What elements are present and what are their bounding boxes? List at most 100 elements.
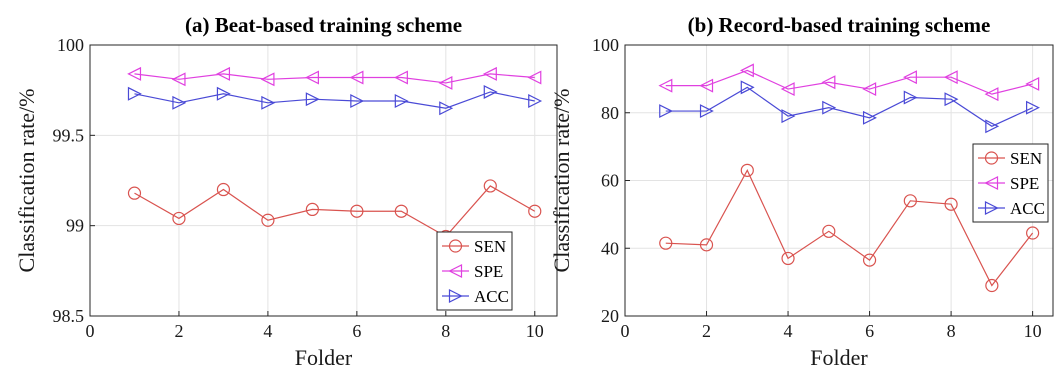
series-spe xyxy=(127,66,542,90)
data-point-sen xyxy=(1026,226,1040,240)
chart-title: (a) Beat-based training scheme xyxy=(185,13,462,37)
x-tick-label: 10 xyxy=(1024,321,1042,341)
legend-marker xyxy=(448,239,463,253)
data-point-spe xyxy=(527,70,542,85)
data-point-spe xyxy=(699,78,714,93)
data-point-sen xyxy=(172,211,186,226)
data-point-acc xyxy=(172,95,187,110)
x-axis-label: Folder xyxy=(810,345,868,370)
data-point-spe xyxy=(482,66,497,81)
data-point-spe xyxy=(393,70,408,85)
data-point-sen xyxy=(740,163,754,177)
data-point-spe xyxy=(1025,76,1040,91)
x-tick-label: 0 xyxy=(621,321,630,341)
data-point-acc xyxy=(439,101,454,116)
data-point-acc xyxy=(127,86,142,101)
chart-title: (b) Record-based training scheme xyxy=(688,13,991,37)
legend-marker xyxy=(984,201,999,215)
legend-label-acc: ACC xyxy=(474,287,509,306)
plot-area-frame xyxy=(89,44,558,317)
data-point-spe xyxy=(305,70,319,85)
data-point-spe xyxy=(171,72,186,87)
data-point-sen xyxy=(781,251,795,266)
x-tick-label: 0 xyxy=(86,321,95,341)
data-point-sen xyxy=(350,204,364,218)
y-tick-label: 80 xyxy=(601,103,619,123)
data-point-acc xyxy=(659,104,674,119)
chart-0: 0 2 4 6 8 10 98.5 99 99.5 100 (a) Beat-based train… xyxy=(14,13,558,370)
y-axis-label: Classification rate/% xyxy=(14,89,39,273)
data-point-sen xyxy=(699,238,714,252)
y-tick-label: 100 xyxy=(592,35,619,55)
y-axis-label: Classification rate/% xyxy=(549,89,574,273)
series-line-sen xyxy=(665,169,1034,287)
chart-1: 0 2 4 6 8 10 20 40 60 80 100 (b) Record-based train… xyxy=(549,13,1054,370)
data-point-sen xyxy=(261,213,275,227)
y-tick-label: 60 xyxy=(601,171,619,191)
x-tick-label: 6 xyxy=(352,321,361,341)
x-tick-label: 4 xyxy=(784,321,793,341)
x-tick-label: 2 xyxy=(174,321,183,341)
data-point-acc xyxy=(903,90,918,105)
y-tick-label: 100 xyxy=(57,35,84,55)
series-line-acc xyxy=(134,91,535,109)
data-point-sen xyxy=(216,182,231,197)
series-spe xyxy=(658,63,1040,102)
y-tick-label: 20 xyxy=(601,306,619,326)
data-point-sen xyxy=(862,253,877,267)
data-point-spe xyxy=(216,66,231,81)
y-tick-label: 99 xyxy=(66,216,84,236)
data-point-spe xyxy=(739,63,754,78)
legend-marker xyxy=(448,264,463,278)
data-point-spe xyxy=(658,78,673,93)
data-point-spe xyxy=(127,66,142,81)
data-point-acc xyxy=(740,80,755,95)
series-line-spe xyxy=(665,69,1033,95)
legend-label-sen: SEN xyxy=(474,237,506,256)
data-point-acc xyxy=(1026,100,1040,115)
data-point-acc xyxy=(394,94,409,108)
series-line-acc xyxy=(665,86,1033,127)
data-point-acc xyxy=(944,92,959,107)
legend-label-spe: SPE xyxy=(1010,174,1039,193)
y-tick-label: 40 xyxy=(601,238,619,258)
data-point-acc xyxy=(781,109,796,124)
y-tick-label: 99.5 xyxy=(53,125,85,145)
data-point-spe xyxy=(902,70,917,85)
data-point-spe xyxy=(260,72,275,87)
data-point-sen xyxy=(528,204,542,218)
series-sen xyxy=(659,163,1040,293)
legend-label-sen: SEN xyxy=(1010,149,1042,168)
x-tick-label: 10 xyxy=(526,321,544,341)
data-point-acc xyxy=(985,119,1000,134)
series-line-sen xyxy=(134,185,536,238)
data-point-acc xyxy=(261,95,276,110)
data-point-spe xyxy=(984,87,999,102)
legend-label-spe: SPE xyxy=(474,262,503,281)
legend-label-acc: ACC xyxy=(1010,199,1045,218)
series-acc xyxy=(127,85,543,116)
data-point-sen xyxy=(659,236,673,250)
data-point-spe xyxy=(438,75,453,90)
data-point-acc xyxy=(862,110,877,125)
data-point-spe xyxy=(821,75,836,90)
data-point-sen xyxy=(944,197,958,211)
data-point-acc xyxy=(528,94,543,108)
data-point-sen xyxy=(903,194,917,208)
data-point-sen xyxy=(985,278,999,293)
data-point-sen xyxy=(305,202,319,217)
y-tick-label: 98.5 xyxy=(53,306,85,326)
data-point-spe xyxy=(943,70,958,85)
series-sen xyxy=(127,179,542,244)
legend-marker xyxy=(984,151,999,165)
series-line-spe xyxy=(134,73,535,84)
x-tick-label: 6 xyxy=(865,321,874,341)
legend-marker xyxy=(448,289,463,303)
x-tick-label: 2 xyxy=(702,321,711,341)
data-point-acc xyxy=(350,94,365,108)
data-point-sen xyxy=(394,204,408,218)
x-tick-label: 8 xyxy=(441,321,450,341)
data-point-acc xyxy=(305,92,320,107)
series-acc xyxy=(659,80,1040,134)
